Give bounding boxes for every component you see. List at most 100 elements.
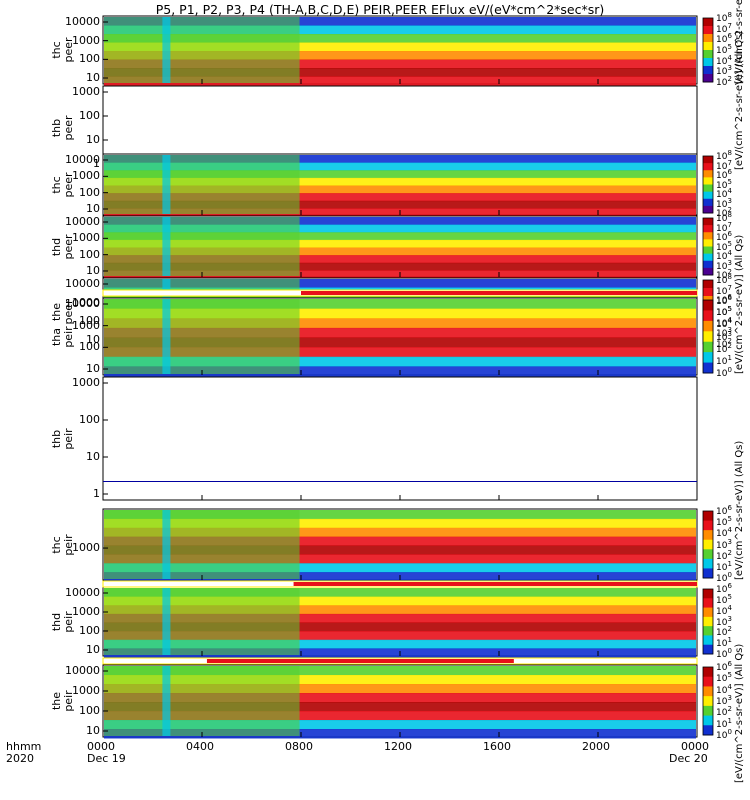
panel-4-cb-tick-3: 106 (716, 230, 732, 243)
panel-5-ytick-1: 10000 (65, 277, 100, 290)
panel-1-ytick-4: 10 (86, 71, 100, 84)
x-tick-label-3: 0800 (285, 740, 313, 753)
panel-5-cb-tick-1: 108 (716, 273, 732, 286)
panel-4-ytick-2: 1000 (72, 231, 100, 245)
panel-4-band-7 (104, 262, 696, 271)
panel-5-cb-tick-4: 105 (716, 305, 732, 318)
panel-4-stripe (162, 217, 171, 276)
panel-3-cb-tick-4: 105 (716, 177, 732, 191)
panel-5-band-1 (104, 279, 696, 288)
panel-9-ytick-3: 100 (79, 624, 100, 637)
panel-10-band-1 (104, 666, 696, 676)
panel-9-colorbar-seg-6 (703, 635, 713, 646)
panel-8-cb-tick-2: 105 (716, 515, 732, 529)
panel-8-colorbar-seg-5 (703, 549, 713, 560)
panel-8-colorbar-seg-7 (703, 568, 713, 579)
panel-9-colorbar-seg-4 (703, 616, 713, 627)
panel-3-cb-tick-6: 103 (716, 196, 732, 210)
panel-6-cb-tick-2: 105 (716, 305, 732, 319)
panel-6-band-6 (104, 347, 696, 358)
panel-4-band-5 (104, 247, 696, 256)
panel-10-band-4 (104, 693, 696, 703)
panel-6-ytick-4: 10 (86, 362, 100, 375)
panel-3-band-1 (104, 155, 696, 164)
panel-10-cb-tick-3: 104 (716, 682, 732, 696)
panel-6-band-5 (104, 337, 696, 348)
panel-6-cb-tick-1: 106 (716, 293, 732, 306)
panel-6-band-3 (104, 318, 696, 329)
panel-8-band-5 (104, 545, 696, 555)
panel-8-band-3 (104, 527, 696, 538)
panel-10-colorbar-seg-6 (703, 715, 713, 726)
panel-6-cb-tick-4: 103 (716, 329, 732, 343)
panel-9-stripe (162, 588, 171, 655)
panel-7-ytick-3: 10 (86, 450, 100, 463)
panel-6-colorbar-seg-7 (703, 362, 713, 374)
panel-9-colorbar-seg-1 (703, 589, 713, 599)
panel-8-early-region (104, 510, 300, 579)
panel-10-colorbar-seg-4 (703, 696, 713, 707)
panel-10-band-3 (104, 684, 696, 694)
panel-6-band-4 (104, 327, 696, 338)
panel-9-ytick-4: 10 (86, 643, 100, 656)
x-row2-label: 2020 (6, 752, 34, 765)
panel-5-ytick-3: 100 (79, 314, 100, 328)
panel-10-band-6 (104, 711, 696, 721)
panel-8-cb-tick-5: 102 (716, 548, 732, 562)
panel-8-band-1 (104, 510, 696, 520)
panel-9-colorbar-seg-3 (703, 607, 713, 618)
panel-4-ytick-3: 100 (79, 247, 100, 261)
panel-1-band-5 (104, 51, 696, 60)
panel-1-colorbar-seg-1 (703, 18, 713, 27)
panel-4-cb-tick-1: 108 (716, 211, 732, 224)
panel-9-band-3 (104, 605, 696, 615)
panel-5-cb-tick-7: 102 (716, 337, 732, 350)
panel-3-ytick-1: 10000 (65, 153, 100, 166)
panel-1-band-7 (104, 68, 696, 77)
panel-2-ytick-3: 10 (86, 133, 100, 146)
panel-8-colorbar-seg-2 (703, 520, 713, 531)
panel-3-colorbar-seg-4 (703, 177, 713, 185)
panel-4-cb-tick-4: 105 (716, 239, 732, 253)
panel-9-colorbar-seg-5 (703, 626, 713, 636)
panel-3-colorbar-seg-2 (703, 163, 713, 171)
panel-6-colorbar-frame (702, 299, 714, 374)
panel-6-stripe (162, 299, 171, 374)
panel-8-cb-tick-7: 100 (716, 571, 732, 584)
panel-1-cb-tick-3: 106 (716, 32, 732, 46)
panel-6-band-7 (104, 356, 696, 367)
panel-5-colorbar-seg-1 (703, 280, 713, 289)
panel-4-cb-tick-5: 104 (716, 249, 732, 262)
panel-3-colorbar-frame (702, 155, 714, 214)
panel-9-colorbar-seg-7 (703, 644, 713, 655)
panel-4-colorbar-seg-1 (703, 218, 713, 226)
x-tick-label-4: 1200 (384, 740, 412, 753)
panel-1-band-3 (104, 34, 696, 43)
x-tick-label-7: 0000 (681, 740, 709, 753)
panel-9-cb-tick-5: 102 (716, 625, 732, 639)
panel-9-band-6 (104, 631, 696, 641)
panel-9-ytick-2: 1000 (72, 605, 100, 618)
panel-1-band-2 (104, 25, 696, 35)
panel-3-band-7 (104, 200, 696, 209)
panel-8-band-7 (104, 563, 696, 573)
panel-5-ytick-2: 1000 (72, 295, 100, 309)
panel-8-colorbar-seg-6 (703, 558, 713, 569)
panel-9-band-4 (104, 613, 696, 623)
panel-1-cb-tick-4: 105 (716, 43, 732, 56)
panel-3-band-6 (104, 193, 696, 202)
panel-4-band-4 (104, 239, 696, 248)
panel-3-ytick-4: 10 (86, 202, 100, 215)
panel-4-colorbar-seg-3 (703, 232, 713, 240)
panel-4-colorbar-seg-6 (703, 253, 713, 262)
panel-3-band-3 (104, 170, 696, 179)
panel-10-ytick-3: 100 (79, 704, 100, 717)
panel-1-colorbar-seg-3 (703, 34, 713, 43)
panel-3-cb-tick-3: 106 (716, 168, 732, 181)
x-date-label-2: Dec 20 (669, 752, 708, 765)
panel-10-cb-tick-6: 101 (716, 716, 732, 730)
panel-8-ytick-1: 1000 (72, 541, 100, 555)
panel-8-stripe (162, 510, 171, 579)
panel-10-band-2 (104, 675, 696, 685)
panel-8-band-4 (104, 536, 696, 546)
